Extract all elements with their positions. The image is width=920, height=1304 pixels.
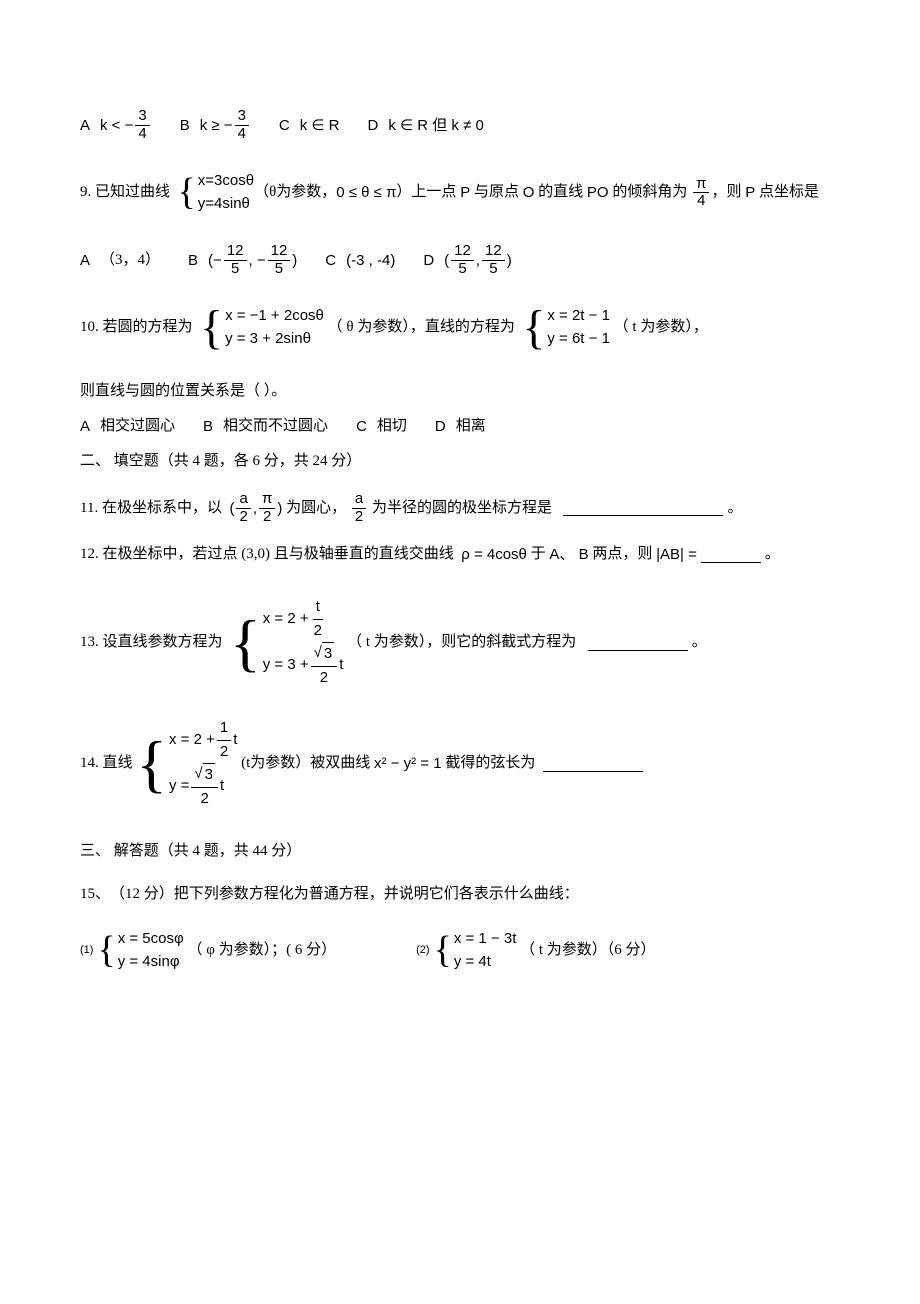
q13-stem: 13. 设直线参数方程为 { x = 2 + t2 y = 3 + √3 2 t…	[80, 596, 840, 689]
q9-option-d: D ( 125 , 125 )	[423, 243, 511, 277]
q14-number: 14.	[80, 750, 99, 777]
q12-number: 12.	[80, 541, 99, 568]
q10-options: A相交过圆心 B相交而不过圆心 C相切 D相离	[80, 413, 840, 440]
q15-subparts: (1) { x = 5cosφ y = 4sinφ （ φ 为参数）；( 6 分…	[80, 920, 840, 981]
q14-blank	[543, 756, 643, 772]
section-2-heading: 二、 填空题（共 4 题，各 6 分，共 24 分）	[80, 448, 840, 475]
q9-number: 9.	[80, 179, 91, 206]
q13-cases: { x = 2 + t2 y = 3 + √3 2 t	[230, 596, 343, 689]
q15-number: 15、	[80, 881, 110, 908]
q8-option-a: A k < − 3 4	[80, 108, 152, 142]
q11-blank	[563, 500, 723, 516]
q10-line-cases: { x = 2t − 1 y = 6t − 1	[522, 305, 610, 350]
q10-option-b: B相交而不过圆心	[203, 413, 328, 440]
q9-curve-cases: { x=3cosθ y=4sinθ	[178, 170, 255, 215]
q10-option-a: A相交过圆心	[80, 413, 175, 440]
q10-option-d: D相离	[435, 413, 486, 440]
q9-option-a: A （3，4）	[80, 247, 160, 274]
q15-sub2: (2) { x = 1 − 3t y = 4t （ t 为参数）（6 分）	[416, 928, 655, 973]
q11-number: 11.	[80, 495, 98, 522]
q11-stem: 11. 在极坐标系中，以 ( a2 , π2 ) 为圆心， a2 为半径的圆的极…	[80, 491, 840, 525]
q8-a-frac: 3 4	[135, 108, 149, 142]
q10-option-c: C相切	[356, 413, 407, 440]
q15-sub1: (1) { x = 5cosφ y = 4sinφ （ φ 为参数）；( 6 分…	[80, 928, 336, 973]
q10-number: 10.	[80, 314, 99, 341]
q8-option-c: C k ∈ R	[279, 112, 340, 139]
q10-circle-cases: { x = −1 + 2cosθ y = 3 + 2sinθ	[200, 305, 324, 350]
q8-b-frac: 3 4	[235, 108, 249, 142]
q10-stem-2: 则直线与圆的位置关系是（ ）。	[80, 378, 840, 405]
q8-options: A k < − 3 4 B k ≥ − 3 4 C k ∈ R D k ∈ R …	[80, 108, 840, 142]
q9-angle-frac: π 4	[693, 176, 709, 210]
q9-stem: 9. 已知过曲线 { x=3cosθ y=4sinθ （θ为参数， 0 ≤ θ …	[80, 170, 840, 215]
q13-blank	[588, 635, 688, 651]
q12-stem: 12. 在极坐标中，若过点 (3,0) 且与极轴垂直的直线交曲线 ρ = 4co…	[80, 541, 840, 568]
q14-cases: { x = 2 + 12 t y = √3 2 t	[136, 717, 237, 810]
q8-option-d: D k ∈ R 但 k ≠ 0	[367, 112, 483, 139]
q13-number: 13.	[80, 629, 99, 656]
q14-stem: 14. 直线 { x = 2 + 12 t y = √3 2 t (t为参数）被…	[80, 717, 840, 810]
q12-blank	[701, 547, 761, 563]
q15-stem: 15、 （12 分）把下列参数方程化为普通方程，并说明它们各表示什么曲线：	[80, 881, 840, 908]
q9-option-b: B (− 125 , − 125 )	[188, 243, 297, 277]
q12-ab: |AB| =	[656, 541, 697, 568]
q10-stem: 10. 若圆的方程为 { x = −1 + 2cosθ y = 3 + 2sin…	[80, 305, 840, 350]
q9-options: A （3，4） B (− 125 , − 125 ) C (-3 , -4) D…	[80, 243, 840, 277]
q9-option-c: C (-3 , -4)	[325, 247, 395, 274]
section-3-heading: 三、 解答题（共 4 题，共 44 分）	[80, 838, 840, 865]
q8-option-b: B k ≥ − 3 4	[180, 108, 251, 142]
